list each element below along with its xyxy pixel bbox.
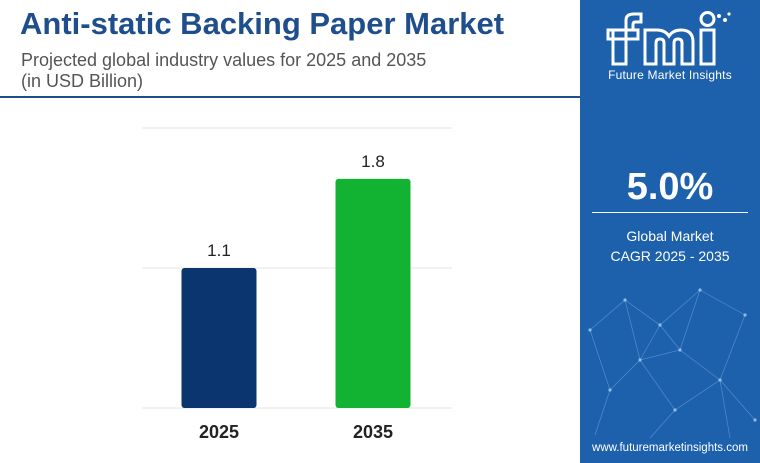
- network-decoration: [588, 288, 757, 439]
- website-link[interactable]: www.futuremarketinsights.com: [592, 442, 748, 454]
- bar-2025: [181, 268, 257, 408]
- chart-subtitle: Projected global industry values for 202…: [21, 50, 426, 92]
- brand-logo: Future Market Insights: [580, 10, 760, 82]
- info-sidebar: Future Market Insights 5.0% Global Marke…: [580, 0, 760, 463]
- cagr-value: 5.0%: [626, 166, 714, 208]
- page-title: Anti-static Backing Paper Market: [20, 6, 505, 41]
- value-label-2035: 1.8: [361, 152, 385, 171]
- title-divider: [0, 96, 580, 98]
- value-label-2025: 1.1: [207, 241, 231, 260]
- cagr-label: Global Market CAGR 2025 - 2035: [580, 226, 760, 266]
- x-tick-label-2035: 2035: [353, 422, 393, 442]
- bar-chart-svg: 1.1 2025 1.8 2035: [142, 127, 452, 442]
- cagr-label-line-2: CAGR 2025 - 2035: [610, 248, 730, 264]
- x-tick-label-2025: 2025: [199, 422, 239, 442]
- brand-name: Future Market Insights: [608, 68, 732, 82]
- subtitle-line-1: Projected global industry values for 202…: [21, 50, 427, 70]
- subtitle-line-2: (in USD Billion): [21, 71, 144, 91]
- chart-panel: Anti-static Backing Paper Market Project…: [0, 6, 580, 463]
- bar-2035: [335, 178, 411, 408]
- bar-chart: 1.1 2025 1.8 2035: [0, 98, 580, 463]
- fmi-logo-icon: [606, 11, 731, 66]
- cagr-divider: [592, 212, 748, 213]
- cagr-label-line-1: Global Market: [626, 228, 714, 244]
